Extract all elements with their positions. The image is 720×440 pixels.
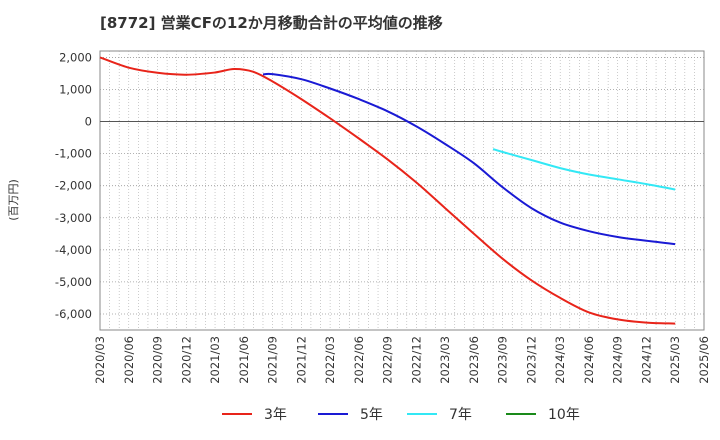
series-line-7年	[492, 148, 676, 191]
x-tick-label: 2023/03	[438, 336, 452, 384]
plot-frame	[99, 50, 705, 331]
series-line-3年	[99, 56, 676, 325]
y-tick-label: -3,000	[55, 211, 92, 225]
y-tick-label: -5,000	[55, 275, 92, 289]
x-tick-label: 2024/06	[582, 336, 596, 384]
x-tick-label: 2024/12	[639, 336, 653, 384]
y-tick-label: -4,000	[55, 243, 92, 257]
grid	[100, 51, 704, 330]
x-tick-label: 2020/06	[122, 336, 136, 384]
x-tick-label: 2021/12	[294, 336, 308, 384]
x-tick-label: 2022/06	[352, 336, 366, 384]
x-tick-label: 2021/03	[208, 336, 222, 384]
x-tick-label: 2023/06	[467, 336, 481, 384]
x-tick-label: 2022/03	[323, 336, 337, 384]
y-tick-label: 2,000	[59, 50, 92, 64]
x-tick-label: 2020/09	[151, 336, 165, 384]
chart-title: [8772] 営業CFの12か月移動合計の平均値の推移	[100, 14, 443, 32]
series-line-5年	[262, 72, 676, 246]
x-tick-label: 2020/03	[93, 336, 107, 384]
y-tick-label: 0	[85, 115, 92, 129]
legend-label-10年: 10年	[548, 407, 580, 423]
x-tick-label: 2021/06	[237, 336, 251, 384]
x-tick-label: 2024/09	[611, 336, 625, 384]
legend-label-5年: 5年	[360, 407, 383, 423]
plot-area	[99, 50, 705, 331]
series-lines	[99, 56, 676, 325]
x-tick-label: 2022/12	[409, 336, 423, 384]
x-tick-label: 2023/12	[524, 336, 538, 384]
x-tick-label: 2023/09	[496, 336, 510, 384]
x-tick-labels: 2020/03 2020/06 2020/09 2020/12 2021/03 2021/…	[93, 336, 711, 384]
x-tick-label: 2022/09	[381, 336, 395, 384]
x-tick-label: 2025/03	[668, 336, 682, 384]
legend-label-7年: 7年	[449, 407, 472, 423]
y-tick-label: -2,000	[55, 179, 92, 193]
legend-label-3年: 3年	[264, 407, 287, 423]
y-tick-labels: 2,000 1,000 0 -1,000 -2,000 -3,000 -4,000 -5,00…	[55, 50, 92, 321]
y-axis-label: (百万円)	[7, 179, 20, 221]
x-tick-label: 2020/12	[179, 336, 193, 384]
x-tick-label: 2025/06	[697, 336, 711, 384]
x-tick-label: 2021/09	[266, 336, 280, 384]
y-tick-label: -6,000	[55, 307, 92, 321]
x-tick-label: 2024/03	[553, 336, 567, 384]
y-tick-label: 1,000	[59, 82, 92, 96]
y-tick-label: -1,000	[55, 147, 92, 161]
legend: 3年 5年 7年 10年	[222, 407, 580, 423]
